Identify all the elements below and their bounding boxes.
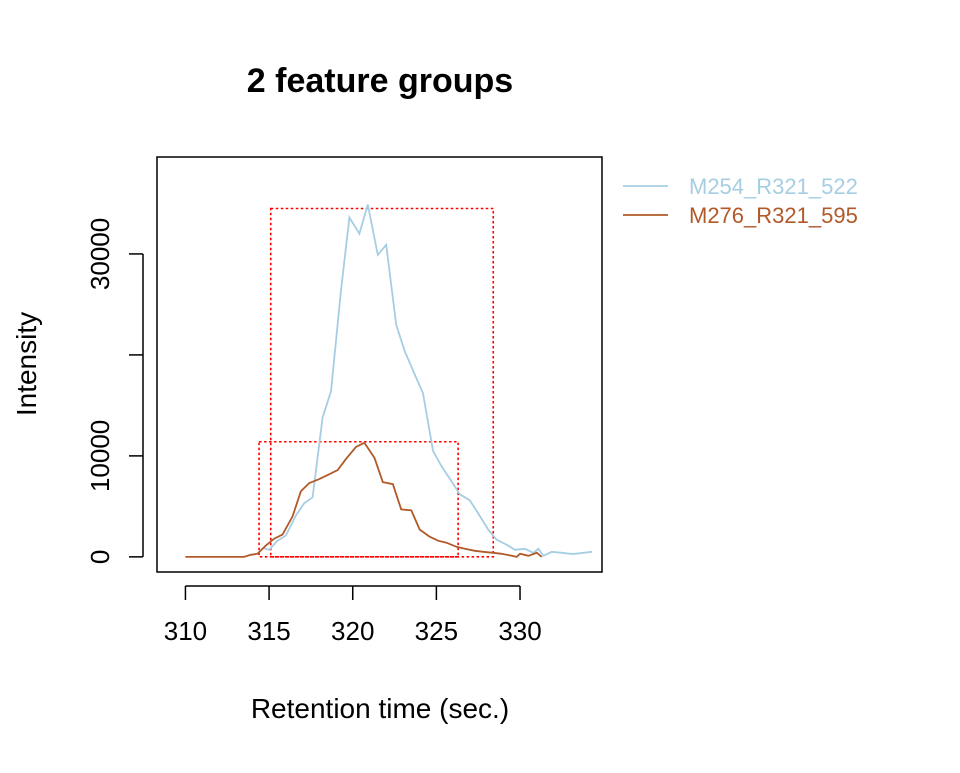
plot-area — [185, 204, 593, 558]
y-tick-label: 0 — [85, 550, 115, 564]
series-line-M276_R321_595 — [185, 441, 543, 558]
plot-frame — [156, 156, 603, 573]
series-line-M254_R321_522 — [262, 204, 593, 557]
x-axis: 310 315 320 325 330 — [164, 585, 542, 646]
y-tick-label: 30000 — [85, 218, 115, 290]
legend-label: M276_R321_595 — [689, 203, 858, 228]
y-axis: 0 10000 30000 — [85, 218, 144, 564]
x-tick-label: 315 — [247, 616, 290, 646]
legend-label: M254_R321_522 — [689, 174, 858, 199]
y-axis-label: Intensity — [11, 312, 42, 416]
feature-box-2 — [258, 440, 459, 558]
x-tick-label: 325 — [415, 616, 458, 646]
x-tick-label: 330 — [498, 616, 541, 646]
chart-title: 2 feature groups — [247, 62, 513, 100]
legend: M254_R321_522 M276_R321_595 — [623, 174, 858, 228]
x-axis-label: Retention time (sec.) — [251, 693, 509, 724]
x-tick-label: 310 — [164, 616, 207, 646]
y-tick-label: 10000 — [85, 420, 115, 492]
x-tick-label: 320 — [331, 616, 374, 646]
